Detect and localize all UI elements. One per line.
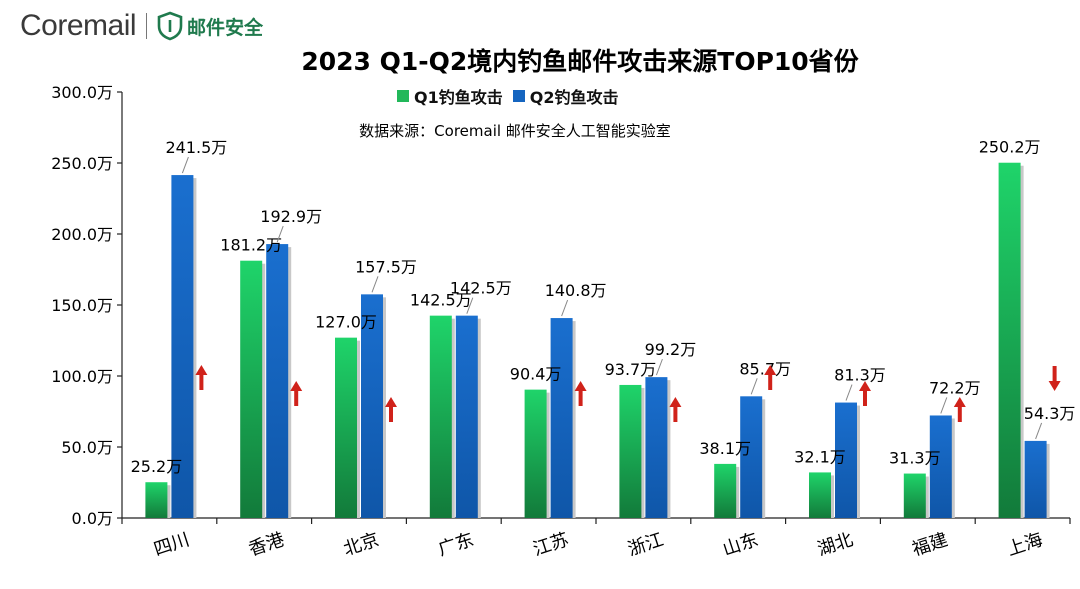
category-label: 北京 xyxy=(341,529,382,560)
label-leader-line xyxy=(276,225,284,243)
data-label-q2: 99.2万 xyxy=(645,340,697,359)
legend-item-q2: Q2钓鱼攻击 xyxy=(512,84,619,108)
data-label-q1: 32.1万 xyxy=(794,447,846,466)
category-label: 广东 xyxy=(436,529,477,560)
label-leader-line xyxy=(181,156,189,174)
plot-area: 0.0万 50.0万 100.0万 150.0万 200.0万 250.0万 300.0万 2… xyxy=(51,83,1075,560)
trend-arrow-up-icon xyxy=(764,365,777,390)
data-label-q1: 38.1万 xyxy=(699,439,751,458)
trend-arrow-up-icon xyxy=(195,365,208,390)
y-tick-label: 200.0万 xyxy=(51,225,113,244)
legend-label-q1: Q1钓鱼攻击 xyxy=(414,88,503,107)
bar-q2-4 xyxy=(550,318,573,518)
data-label-q2: 142.5万 xyxy=(450,279,512,298)
bar-q1-6 xyxy=(714,463,737,518)
data-label-q2: 192.9万 xyxy=(260,207,322,226)
category-label: 山东 xyxy=(720,529,761,560)
label-leader-line xyxy=(655,358,663,376)
bar-q2-7 xyxy=(835,402,857,518)
bar-q2-5 xyxy=(645,377,668,518)
y-tick-label: 300.0万 xyxy=(51,83,113,102)
bar-q1-5 xyxy=(619,384,642,518)
category-label: 湖北 xyxy=(815,529,856,560)
trend-arrow-up-icon xyxy=(574,381,587,406)
data-label-q1: 25.2万 xyxy=(131,457,183,476)
chart-title: 2023 Q1-Q2境内钓鱼邮件攻击来源TOP10省份 xyxy=(301,47,858,76)
brand-product-name: 邮件安全 xyxy=(187,16,264,39)
bar-q2-3 xyxy=(455,315,478,518)
legend-swatch-q2 xyxy=(512,90,525,102)
category-label: 上海 xyxy=(1005,529,1046,560)
bar-q2-0 xyxy=(171,175,194,518)
data-label-q1: 93.7万 xyxy=(605,360,657,379)
brand-wordmark: Coremail xyxy=(20,9,137,42)
data-label-q1: 90.4万 xyxy=(510,365,562,384)
trend-arrow-up-icon xyxy=(953,397,966,422)
chart-legend: Q1钓鱼攻击 Q2钓鱼攻击 xyxy=(397,84,629,108)
label-leader-line xyxy=(561,299,569,317)
brand-logo: Coremail 邮件安全 xyxy=(20,8,263,44)
data-label-q2: 81.3万 xyxy=(834,366,886,385)
category-label: 浙江 xyxy=(625,529,666,560)
bar-q1-8 xyxy=(903,473,926,518)
category-label: 香港 xyxy=(246,529,287,560)
bar-q1-9 xyxy=(998,162,1021,518)
data-label-q2: 157.5万 xyxy=(355,257,417,276)
legend-label-q2: Q2钓鱼攻击 xyxy=(529,88,619,107)
bar-q2-1 xyxy=(266,244,289,518)
legend-item-q1: Q1钓鱼攻击 xyxy=(397,84,503,108)
category-label: 四川 xyxy=(151,529,192,560)
data-label-q1: 181.2万 xyxy=(220,236,282,255)
data-label-q1: 250.2万 xyxy=(979,138,1041,157)
label-leader-line xyxy=(750,378,758,395)
trend-arrow-up-icon xyxy=(385,397,397,422)
legend-swatch-q1 xyxy=(397,90,409,102)
data-label-q2: 241.5万 xyxy=(165,138,227,157)
trend-arrow-up-icon xyxy=(859,381,871,406)
category-label: 江苏 xyxy=(531,529,572,560)
y-tick-label: 50.0万 xyxy=(61,438,113,457)
data-label-q2: 140.8万 xyxy=(545,281,607,300)
y-tick-label: 0.0万 xyxy=(72,509,113,528)
data-label-q1: 127.0万 xyxy=(315,313,377,332)
y-tick-label: 100.0万 xyxy=(51,367,113,386)
bar-q1-3 xyxy=(429,315,452,518)
bar-q2-6 xyxy=(740,396,763,518)
y-tick-label: 150.0万 xyxy=(51,296,113,315)
bar-q2-8 xyxy=(929,415,952,518)
data-label-q1: 31.3万 xyxy=(889,449,941,468)
shield-icon xyxy=(157,11,183,41)
data-label-q2: 72.2万 xyxy=(929,378,981,397)
label-leader-line xyxy=(1035,422,1043,440)
chart-subtitle: 数据来源：Coremail 邮件安全人工智能实验室 xyxy=(359,122,671,140)
y-tick-label: 250.0万 xyxy=(51,154,113,173)
label-leader-line xyxy=(466,297,474,314)
category-label: 福建 xyxy=(910,529,951,560)
trend-arrow-down-icon xyxy=(1048,366,1061,391)
label-leader-line xyxy=(371,276,379,293)
trend-arrow-up-icon xyxy=(669,397,682,422)
trend-arrow-up-icon xyxy=(290,381,303,406)
data-label-q2: 54.3万 xyxy=(1024,404,1076,423)
bar-q2-9 xyxy=(1024,440,1047,518)
bar-q2-2 xyxy=(361,294,383,518)
data-label-q2: 85.7万 xyxy=(739,359,791,378)
label-leader-line xyxy=(845,384,853,401)
data-label-q1: 142.5万 xyxy=(410,291,472,310)
label-leader-line xyxy=(940,397,948,414)
bar-q1-0 xyxy=(145,482,168,518)
logo-divider xyxy=(146,13,148,39)
bar-q1-1 xyxy=(240,260,263,518)
bar-q1-7 xyxy=(809,472,831,518)
bar-q1-2 xyxy=(335,337,357,518)
bar-q1-4 xyxy=(524,389,547,518)
